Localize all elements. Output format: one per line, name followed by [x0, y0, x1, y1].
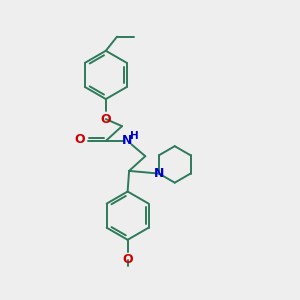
Text: H: H: [130, 131, 139, 142]
Text: N: N: [122, 134, 132, 147]
Text: O: O: [100, 112, 111, 126]
Text: O: O: [122, 253, 133, 266]
Text: O: O: [74, 133, 85, 146]
Text: N: N: [154, 167, 164, 180]
